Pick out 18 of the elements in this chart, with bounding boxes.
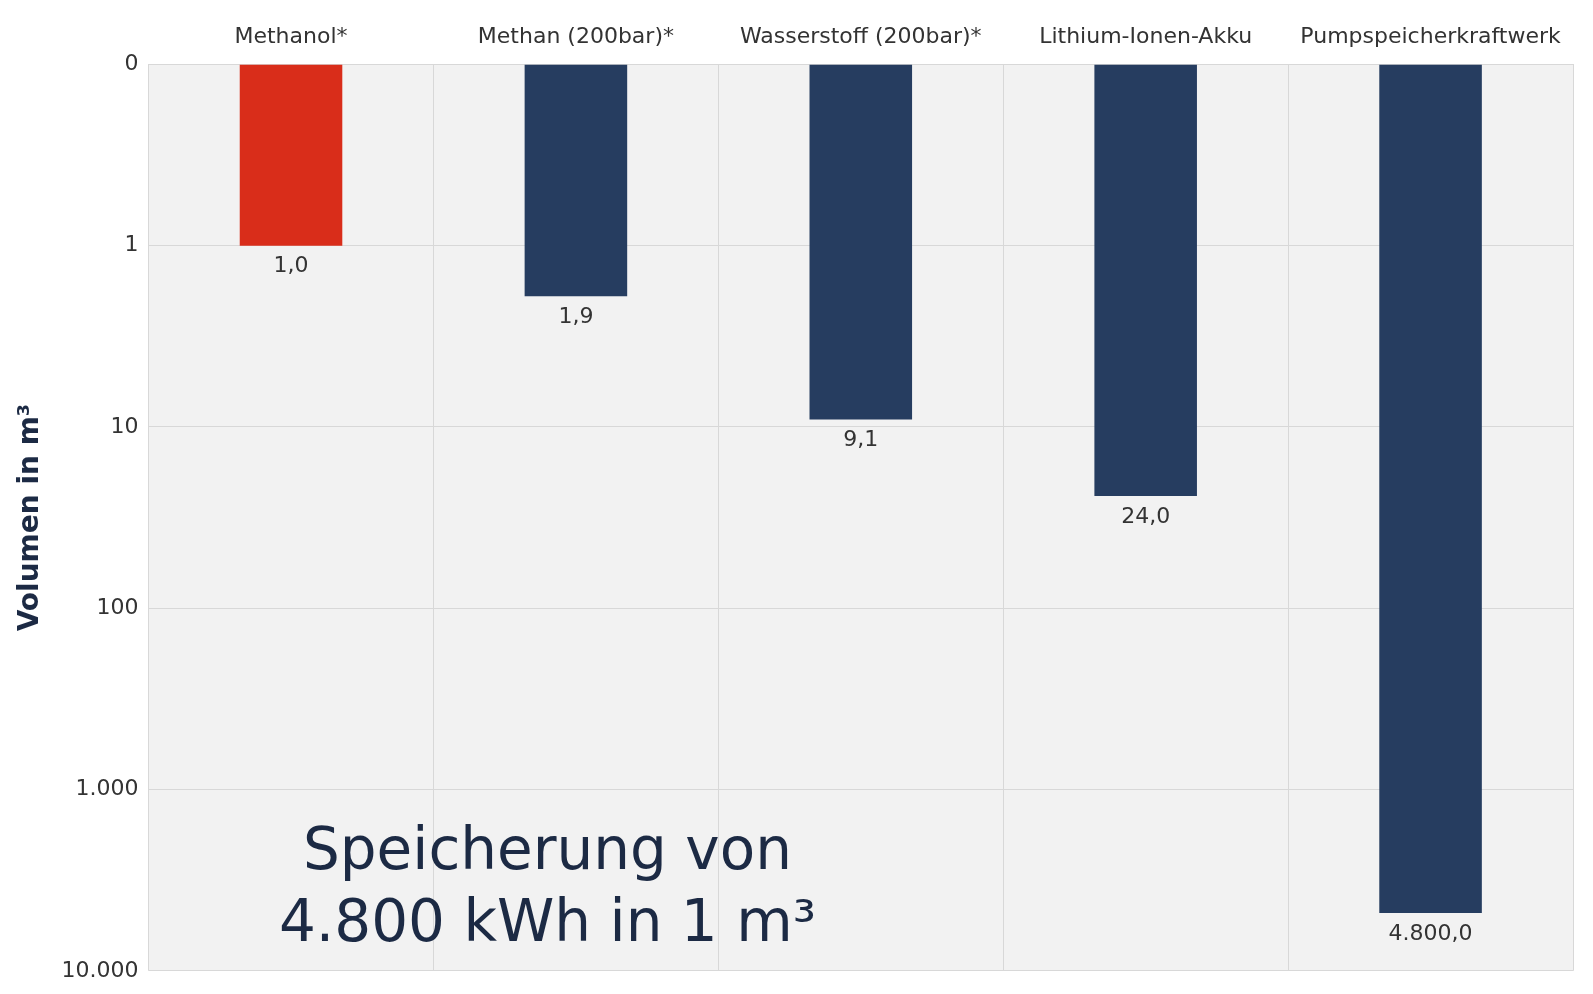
y-tick-label: 100 bbox=[96, 593, 139, 619]
data-label: 1,0 bbox=[273, 252, 309, 278]
y-axis-title: Volumen in m³ bbox=[12, 403, 46, 632]
data-label: 9,1 bbox=[843, 426, 879, 452]
x-tick-label: Pumpspeicherkraftwerk bbox=[1300, 22, 1562, 48]
y-tick-label: 1.000 bbox=[75, 775, 139, 801]
y-tick-label: 0 bbox=[124, 50, 139, 76]
x-tick-label: Methanol* bbox=[234, 22, 348, 48]
y-tick-label: 10.000 bbox=[61, 956, 139, 982]
x-tick-label: Lithium-Ionen-Akku bbox=[1039, 22, 1253, 48]
x-tick-label: Methan (200bar)* bbox=[477, 22, 674, 48]
data-label: 24,0 bbox=[1121, 502, 1171, 528]
data-label: 1,9 bbox=[558, 302, 594, 328]
x-tick-label: Wasserstoff (200bar)* bbox=[739, 22, 982, 48]
y-tick-label: 10 bbox=[110, 412, 139, 438]
y-tick-label: 1 bbox=[124, 231, 139, 257]
annotation: Speicherung von 4.800 kWh in 1 m³ bbox=[278, 814, 816, 955]
data-label: 4.800,0 bbox=[1388, 919, 1473, 945]
